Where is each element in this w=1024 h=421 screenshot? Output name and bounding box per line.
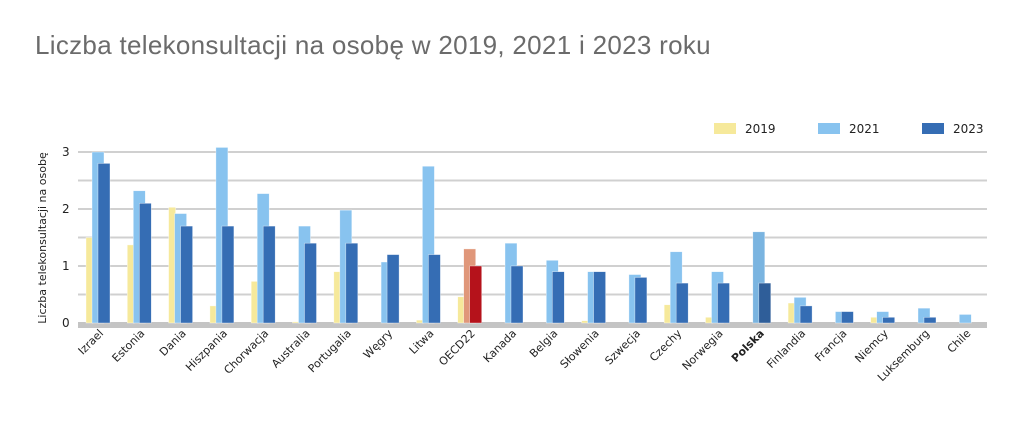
x-axis-baseline [78, 322, 987, 328]
x-tick-label: Szwecja [602, 327, 643, 368]
bar-2023-OECD22 [469, 265, 483, 324]
bar-2023-Belgia [551, 271, 565, 324]
bar-2023-Czechy [675, 282, 689, 324]
bar-2023-Dania [180, 225, 193, 324]
x-tick-label: Norwegia [680, 327, 726, 373]
x-tick-label: Belgia [527, 327, 560, 360]
x-tick-label: Portugalia [306, 327, 354, 375]
bar-2023-Luksemburg [923, 316, 937, 324]
bar-2023-Francja [841, 311, 854, 324]
bar-2023-Finlandia [799, 305, 813, 324]
x-tick-label: Litwa [407, 327, 437, 357]
bar-2023-Litwa [428, 254, 441, 324]
x-tick-label: Czechy [647, 327, 685, 365]
x-tick-label: Australia [269, 327, 313, 371]
bar-2023-Estonia [139, 203, 152, 324]
bar-2023-Hiszpania [221, 225, 235, 324]
legend-label: 2021 [849, 122, 880, 136]
bar-2023-Kanada [510, 265, 524, 324]
legend-swatch-2023 [922, 123, 944, 134]
x-tick-label: Estonia [110, 327, 148, 365]
legend-label: 2023 [953, 122, 984, 136]
x-tick-label: Chorwacja [221, 327, 271, 377]
x-tick-label: Chile [945, 327, 974, 356]
x-tick-label: Węgry [361, 327, 396, 362]
legend-swatch-2019 [714, 123, 736, 134]
y-axis-label: Liczba telekonsultacji na osobę [36, 152, 49, 324]
bar-2023-Szwecja [634, 277, 648, 324]
x-tick-label: Niemcy [852, 327, 891, 366]
chart-title: Liczba telekonsultacji na osobę w 2019, … [35, 30, 711, 60]
bar-2023-Izrael [97, 163, 111, 324]
y-tick-label: 1 [62, 259, 70, 273]
x-tick-label: Słowenia [558, 327, 602, 371]
legend-swatch-2021 [818, 123, 840, 134]
x-tick-label: OECD22 [436, 327, 478, 369]
x-tick-label: Izrael [76, 327, 106, 357]
bar-2021-Chile [958, 314, 972, 324]
x-tick-label: Finlandia [764, 327, 808, 371]
bar-2023-Chorwacja [262, 225, 276, 324]
bar-2023-Niemcy [882, 316, 896, 324]
x-tick-label: Kanada [481, 327, 519, 365]
bar-2023-Norwegia [717, 282, 730, 324]
legend-label: 2019 [745, 122, 776, 136]
x-tick-label: Polska [729, 327, 767, 365]
bar-2023-Australia [304, 242, 317, 324]
bar-2023-Słowenia [593, 271, 606, 324]
bar-2023-Polska [758, 282, 772, 324]
y-tick-label: 3 [62, 145, 70, 159]
y-tick-label: 0 [62, 316, 70, 330]
bar-2023-Portugalia [345, 242, 359, 324]
bar-2023-Węgry [386, 254, 400, 324]
y-tick-label: 2 [62, 202, 70, 216]
x-tick-label: Dania [157, 327, 189, 359]
x-tick-label: Francja [812, 327, 849, 364]
